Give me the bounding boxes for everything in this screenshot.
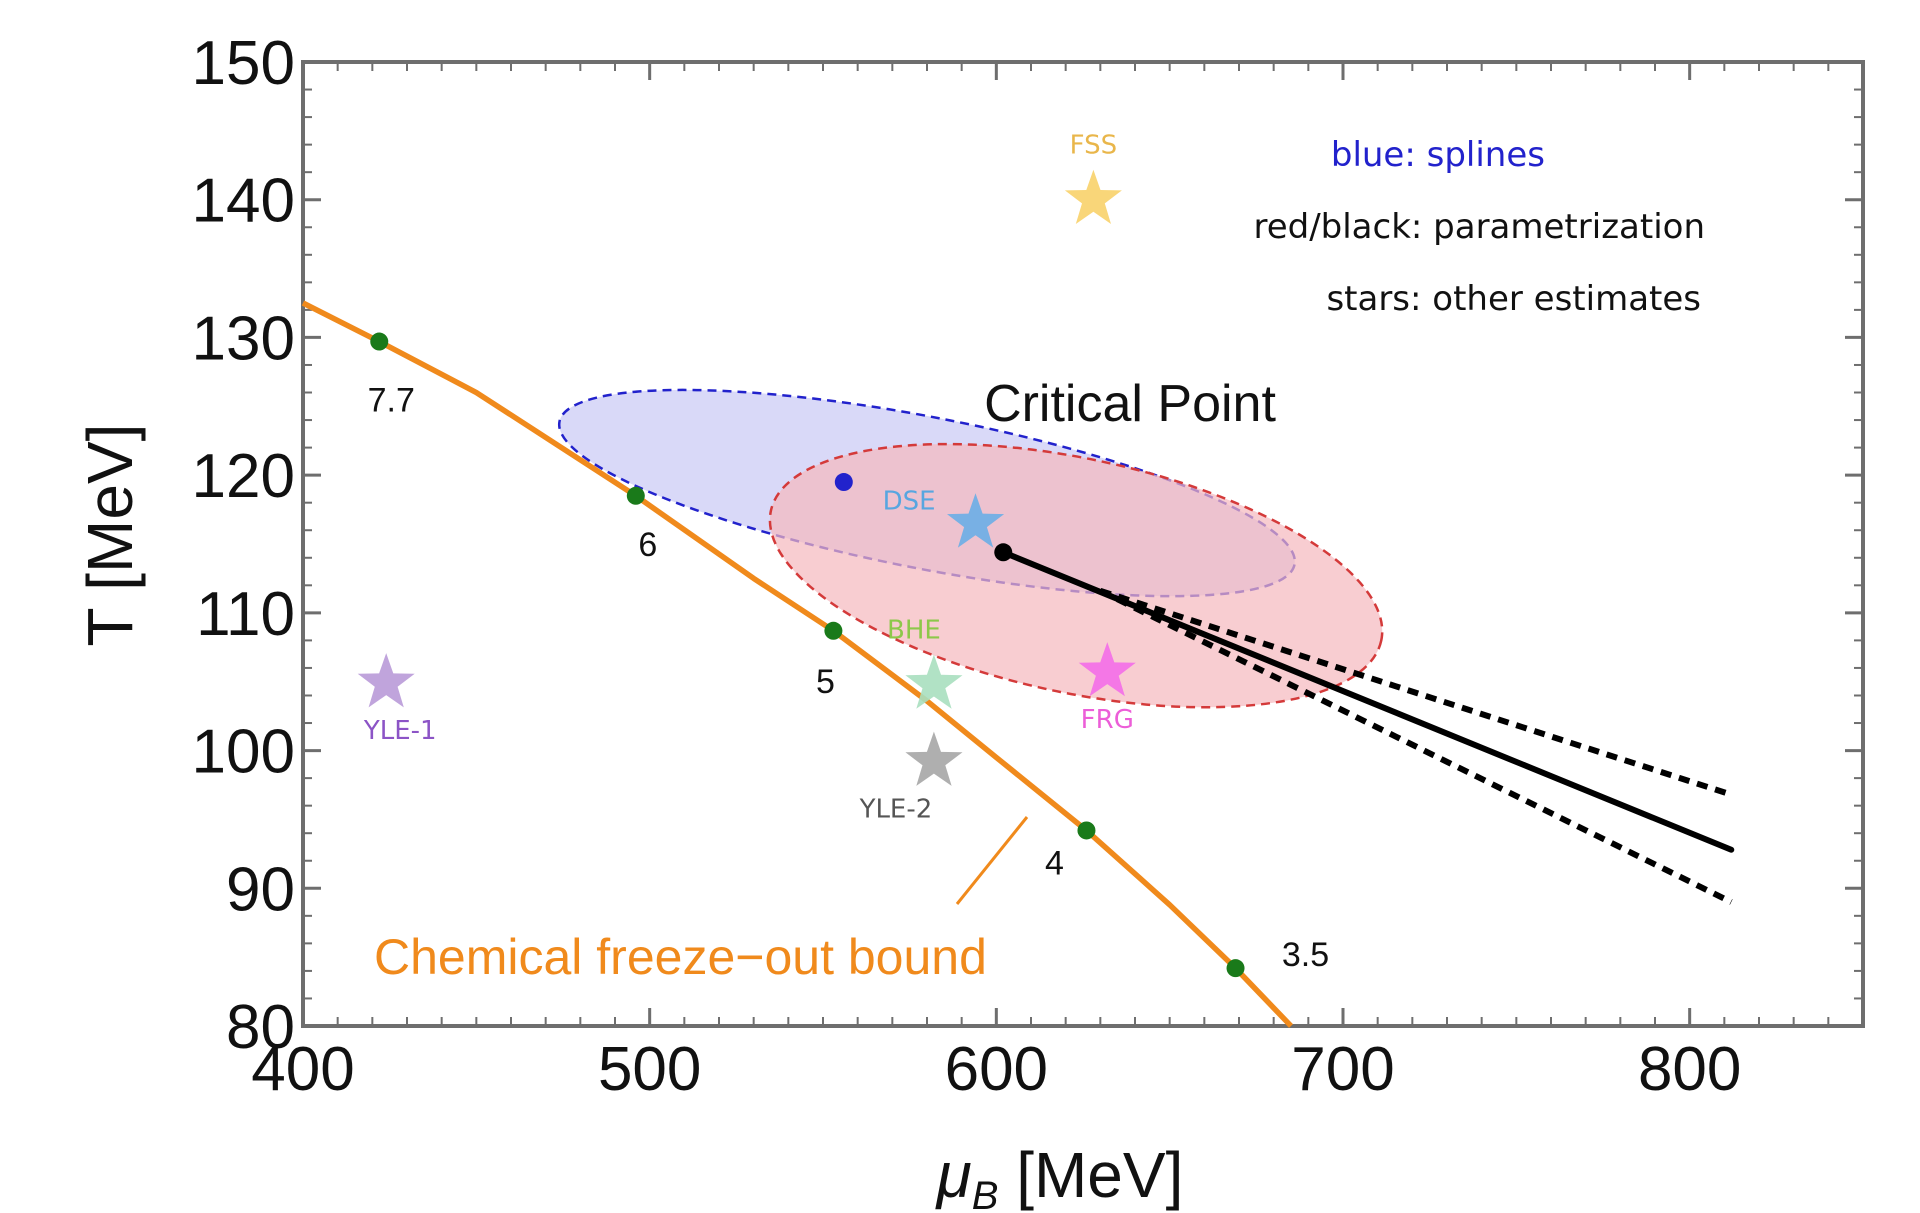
x-tick-label: 600 [945,1035,1048,1104]
freeze-out-point-label: 3.5 [1282,936,1329,974]
estimate-label: DSE [883,486,936,516]
y-tick-label: 100 [192,718,295,787]
y-tick-label: 150 [192,29,295,98]
estimate-star [947,493,1005,548]
x-tick-label: 500 [598,1035,701,1104]
estimate-star [1064,169,1122,224]
x-tick-label: 800 [1638,1035,1741,1104]
x-tick-label: 700 [1291,1035,1394,1104]
estimate-label: FRG [1081,705,1134,735]
freeze-out-curve [301,300,1293,1028]
x-axis-title: μB [MeV] [935,1139,1184,1213]
major-ticks [301,60,1863,1028]
tick-labels: 400 500 600 700 800 80 90 100 110 120 130 140 150 [192,29,1742,1104]
estimate-star [357,653,415,708]
legend-stars: stars: other estimates [1326,279,1701,319]
ellipses [557,388,1384,709]
estimate-star [905,654,963,709]
freeze-out-point [824,621,843,640]
legend-parametrization: red/black: parametrization [1253,207,1705,247]
y-tick-label: 130 [192,304,295,373]
points: 7.7 6 5 4 3.5 [368,332,1329,978]
plot-frame [301,60,1865,1028]
legend: blue: splines red/black: parametrization… [1253,135,1705,319]
freeze-out-point [626,486,645,505]
y-tick-label: 120 [192,442,295,511]
stars: FSS DSE BHE FRG YLE-1 YLE-2 [357,131,1136,825]
spline-point [834,473,853,492]
freeze-out-point-label: 5 [816,663,835,701]
x-axis-title-subscript: B [972,1174,999,1213]
param-lower-band [1099,588,1733,905]
estimate-label: FSS [1070,131,1118,161]
y-axis-title: T [MeV] [74,424,146,647]
annotations: Critical Point Chemical freeze−out bound [374,375,1276,985]
estimate-star [905,731,963,786]
freeze-out-point [370,332,389,351]
param-upper-band [1099,587,1733,798]
freeze-out-point-label: 7.7 [368,382,415,420]
estimate-label: YLE-2 [859,795,933,825]
param-start-point [994,543,1013,562]
freeze-out-point [1226,959,1245,978]
freeze-out-point-label: 6 [638,526,657,564]
legend-splines: blue: splines [1331,135,1545,175]
plot-area: 7.7 6 5 4 3.5 FSS DSE BHE FRG YLE-1 YLE-2 [301,60,1865,1028]
x-tick-label: 400 [251,1035,354,1104]
estimate-star [1078,642,1136,697]
critical-point-label: Critical Point [984,375,1276,433]
axis-titles: T [MeV] μB [MeV] [74,424,1183,1213]
y-tick-label: 90 [226,855,295,924]
freeze-out-label: Chemical freeze−out bound [374,929,987,985]
estimate-label: BHE [887,615,941,645]
y-tick-label: 110 [196,580,295,649]
y-tick-label: 140 [192,167,295,236]
x-axis-title-mu: μ [935,1139,972,1211]
estimate-label: YLE-1 [363,716,437,746]
freeze-out-pointer [955,816,1029,905]
curves [301,300,1735,1028]
y-tick-label: 80 [226,993,295,1062]
x-axis-title-unit: [MeV] [998,1139,1183,1211]
freeze-out-point-label: 4 [1045,844,1064,882]
freeze-out-point [1077,821,1096,840]
minor-ticks [303,62,1864,1026]
